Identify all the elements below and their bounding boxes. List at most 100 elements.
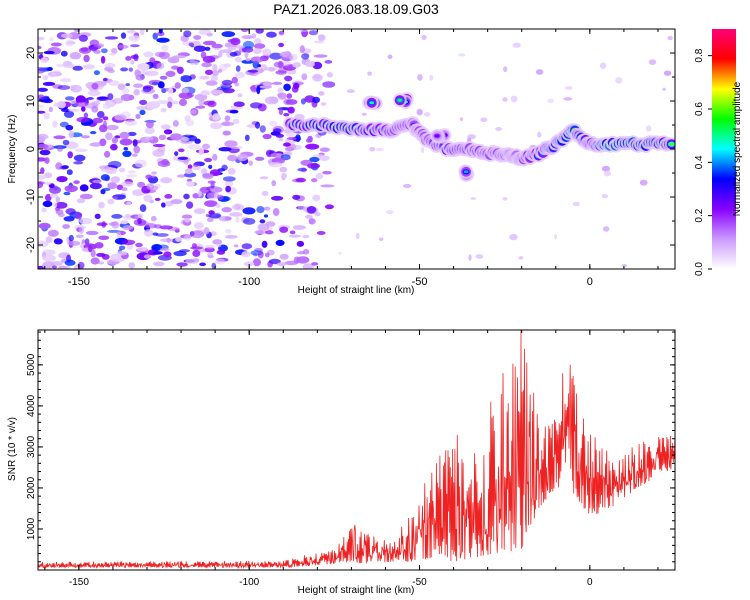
noise-cell: [151, 171, 157, 175]
noise-cell: [139, 109, 146, 115]
noise-cell: [215, 203, 222, 208]
noise-cell: [107, 198, 115, 205]
noise-cell: [237, 153, 248, 162]
noise-cell: [264, 96, 279, 105]
noise-cell: [292, 194, 301, 200]
noise-cell: [247, 69, 259, 73]
noise-cell: [185, 119, 195, 127]
noise-cell: [120, 32, 127, 39]
noise-cell: [108, 80, 120, 86]
noise-cell: [244, 134, 250, 141]
noise-cell: [275, 70, 287, 75]
noise-cell: [282, 173, 287, 179]
colorbar-tick-label: 0.2: [694, 208, 705, 222]
colorbar-tick-label: 0.6: [694, 102, 705, 116]
noise-cell: [229, 212, 243, 217]
ridge-core: [397, 98, 403, 102]
noise-cell: [292, 62, 301, 68]
noise-cell: [124, 119, 137, 126]
noise-cell: [459, 117, 464, 122]
noise-cell: [314, 212, 321, 217]
noise-cell: [177, 174, 186, 178]
ridge-core: [434, 134, 440, 138]
noise-cell: [308, 218, 315, 225]
noise-cell: [182, 87, 190, 94]
noise-cell: [38, 181, 44, 189]
noise-cell: [292, 225, 306, 230]
noise-cell: [159, 225, 173, 230]
noise-cell: [76, 116, 90, 123]
noise-cell: [227, 167, 236, 175]
noise-cell: [235, 71, 246, 78]
noise-cell: [104, 150, 111, 158]
snr-frame: [37, 329, 676, 571]
noise-cell: [646, 125, 652, 132]
snr-line: [38, 330, 675, 570]
noise-cell: [211, 89, 217, 95]
noise-cell: [248, 160, 253, 166]
noise-cell: [152, 251, 163, 255]
noise-cell: [65, 39, 74, 47]
noise-cell: [361, 112, 367, 116]
noise-cell: [204, 244, 216, 249]
noise-cell: [75, 234, 84, 238]
noise-cell: [564, 86, 573, 90]
noise-cell: [234, 82, 240, 87]
noise-cell: [104, 36, 119, 40]
noise-cell: [229, 52, 238, 57]
noise-cell: [68, 130, 74, 139]
noise-cell: [161, 202, 166, 208]
noise-cell: [269, 52, 283, 60]
noise-cell: [287, 106, 295, 114]
noise-cell: [172, 120, 179, 127]
noise-cell: [302, 263, 314, 269]
noise-cell: [203, 227, 210, 235]
noise-cell: [205, 80, 218, 86]
noise-cell: [164, 130, 170, 135]
noise-cell: [40, 57, 49, 64]
noise-cell: [233, 244, 239, 248]
noise-cell: [185, 258, 199, 265]
noise-cell: [278, 107, 284, 116]
noise-cell: [125, 213, 131, 219]
noise-cell: [230, 145, 243, 149]
noise-cell: [313, 40, 325, 44]
noise-cell: [164, 194, 173, 199]
noise-cell: [304, 60, 315, 68]
noise-cell: [82, 64, 95, 70]
noise-cell: [268, 162, 283, 168]
snr-x-label: Height of straight line (km): [298, 585, 415, 596]
noise-cell: [42, 81, 56, 86]
snr-y-ticks: 1000 2000 3000 4000 5000: [26, 331, 675, 563]
noise-cell: [160, 124, 171, 130]
noise-cell: [73, 161, 84, 165]
noise-cell: [301, 53, 310, 60]
noise-cell: [111, 137, 118, 144]
noise-cell: [417, 74, 423, 81]
noise-cell: [91, 105, 99, 113]
noise-cell: [174, 82, 181, 89]
noise-cell: [132, 153, 138, 157]
noise-cell: [135, 113, 141, 119]
noise-cell: [197, 190, 202, 198]
noise-cell: [157, 160, 171, 167]
noise-cell: [284, 50, 292, 59]
noise-cell: [254, 121, 261, 129]
noise-cell: [338, 251, 342, 255]
noise-cell: [133, 89, 140, 96]
noise-cell: [94, 242, 104, 249]
noise-cell: [38, 45, 42, 50]
noise-cell: [210, 74, 218, 82]
noise-cell: [259, 219, 266, 224]
noise-cell: [312, 61, 323, 70]
noise-cell: [65, 208, 76, 215]
noise-cell: [145, 121, 154, 129]
noise-cell: [48, 106, 53, 113]
noise-cell: [158, 29, 163, 34]
noise-cell: [277, 87, 284, 94]
noise-cell: [301, 73, 308, 81]
noise-cell: [96, 96, 108, 100]
noise-cell: [87, 90, 101, 97]
noise-cell: [263, 206, 271, 211]
noise-cell: [261, 190, 269, 197]
